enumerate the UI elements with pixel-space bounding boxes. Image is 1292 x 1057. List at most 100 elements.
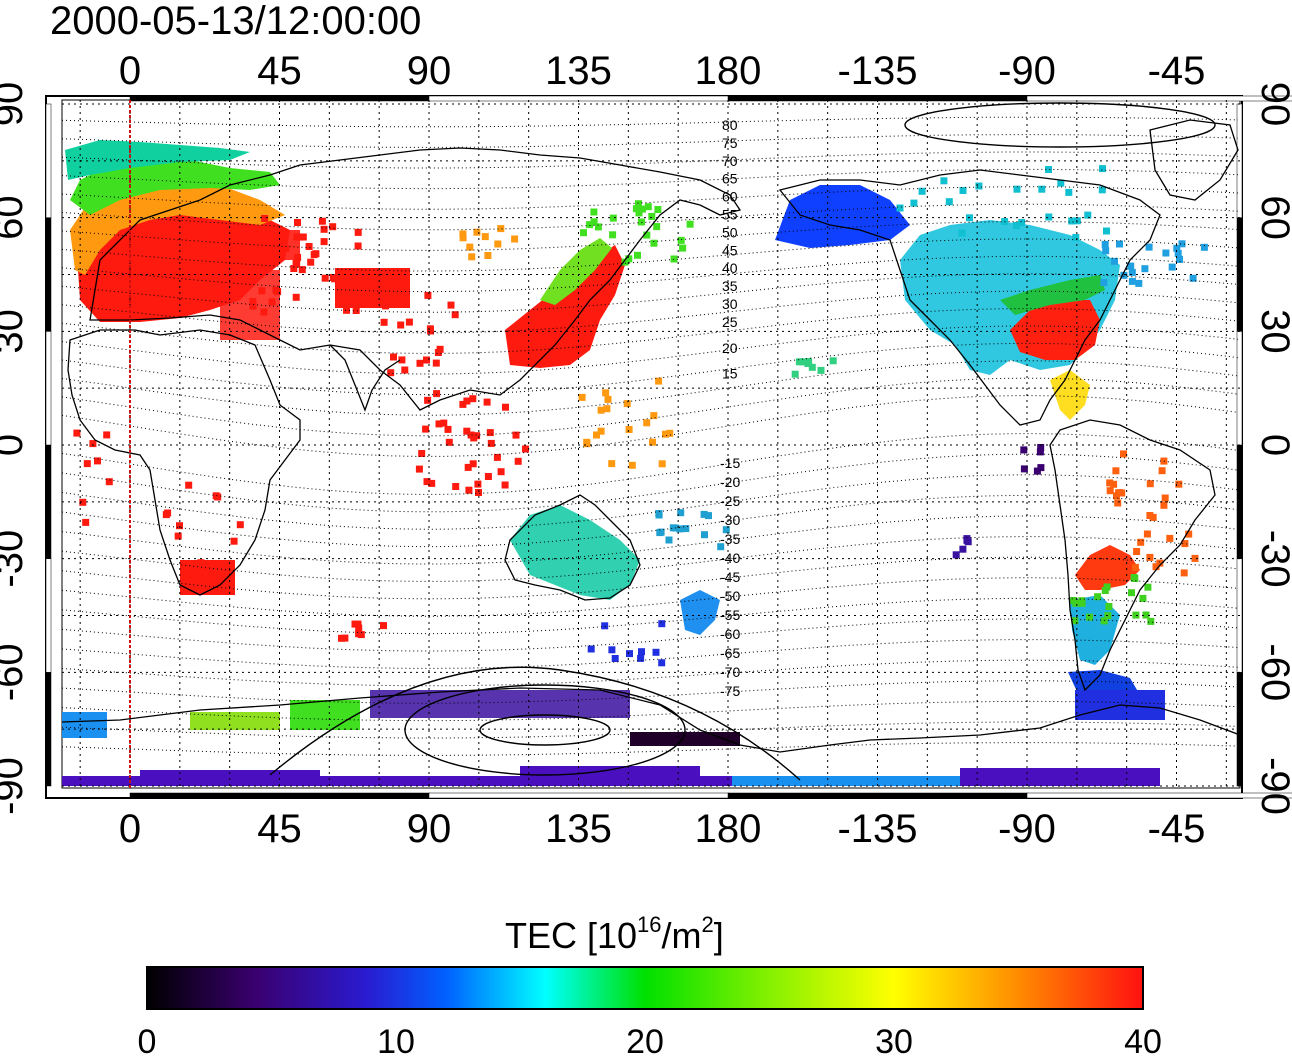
tec-sample — [294, 253, 302, 261]
tec-sample — [1147, 617, 1155, 625]
tec-sample — [475, 489, 482, 496]
tec-sample — [634, 251, 641, 259]
tec-sample — [1084, 211, 1092, 219]
tec-sample — [1102, 247, 1110, 255]
lon-tick-label-bottom: 45 — [257, 807, 302, 851]
tec-sample — [1135, 279, 1143, 287]
tec-sample — [398, 356, 406, 364]
tec-sample — [1101, 240, 1109, 248]
contour-line — [62, 742, 1239, 756]
tec-sample — [644, 203, 652, 211]
tec-sample — [1100, 279, 1108, 287]
tec-sample — [597, 406, 605, 414]
tec-sample — [1072, 233, 1080, 241]
contour-label: 60 — [722, 189, 738, 205]
tec-sample — [791, 370, 799, 378]
lon-tick-label-bottom: 135 — [545, 807, 612, 851]
tec-sample — [658, 460, 666, 468]
tec-sample — [677, 509, 685, 517]
contour-label: -75 — [720, 683, 740, 699]
frame-bar-bottom — [727, 792, 1029, 799]
contour-ellipse-middle — [404, 684, 686, 776]
tec-sample — [484, 252, 492, 259]
tec-sample — [386, 291, 394, 299]
contour-label: -30 — [720, 512, 740, 528]
tec-region-pole-strip-4 — [732, 776, 962, 786]
tec-sample — [722, 526, 730, 534]
tec-sample — [1141, 265, 1149, 273]
map-grid — [62, 100, 1240, 788]
tec-sample — [658, 620, 666, 628]
coast-australia — [504, 494, 641, 601]
tec-sample — [705, 512, 712, 520]
tec-sample — [185, 481, 193, 489]
colorbar-title-main: TEC [10 — [505, 915, 637, 956]
tec-sample — [260, 308, 268, 316]
tec-sample — [608, 460, 616, 468]
lat-tick-label-right: 0 — [1253, 434, 1292, 456]
lat-tick-label-left: 90 — [0, 82, 31, 127]
latitude-right-labels: 90 60 30 0 -30 -60 -90 — [1253, 82, 1292, 815]
tec-sample — [593, 431, 600, 439]
tec-sample — [502, 403, 509, 411]
contour-line — [62, 577, 1239, 617]
tec-sample — [1086, 613, 1094, 621]
tec-sample — [609, 231, 617, 239]
tec-sample — [487, 439, 495, 447]
contour-label: -55 — [720, 607, 740, 623]
tec-sample — [481, 233, 489, 241]
contour-line — [62, 168, 1239, 190]
tec-sample — [1133, 548, 1141, 555]
tec-sample — [494, 240, 502, 248]
tec-sample — [665, 536, 673, 544]
lon-tick-label-bottom: 90 — [407, 807, 452, 851]
longitude-bottom-labels: 0 45 90 135 180 -135 -90 -45 — [119, 807, 1206, 851]
tec-sample — [580, 229, 587, 237]
tec-sample — [1100, 617, 1108, 625]
tec-sample — [1166, 534, 1174, 542]
contour-label: -70 — [720, 664, 740, 680]
tec-sample — [245, 251, 253, 259]
tec-sample — [626, 650, 633, 658]
tec-sample — [254, 254, 262, 262]
contour-line — [62, 515, 1239, 565]
frame-bar-left — [45, 558, 52, 673]
tec-sample — [1142, 611, 1150, 619]
tec-sample — [637, 218, 645, 226]
tec-sample — [416, 359, 424, 367]
map-title: 2000-05-13/12:00:00 — [50, 0, 421, 43]
lat-tick-label-left: 60 — [0, 195, 31, 240]
tec-sample — [1116, 240, 1123, 248]
contour-label: 75 — [722, 135, 738, 151]
tec-sample — [1189, 274, 1197, 282]
tec-sample — [1176, 255, 1183, 263]
tec-sample — [635, 209, 643, 217]
tec-sample — [804, 360, 812, 367]
coast-india — [329, 344, 401, 412]
tec-sample — [1131, 563, 1139, 571]
tec-sample — [1137, 538, 1145, 546]
tec-region-south-america — [1075, 545, 1140, 590]
tec-sample — [249, 302, 257, 310]
tec-region-antarctic-coast-1 — [62, 712, 107, 738]
tec-sample — [652, 648, 660, 656]
tec-sample — [1018, 219, 1026, 226]
tec-sample — [423, 356, 430, 364]
tec-sample — [83, 460, 91, 468]
tec-sample — [354, 620, 362, 628]
coast-antarctica — [62, 687, 1240, 753]
tec-sample — [424, 396, 432, 404]
tec-sample — [390, 353, 397, 361]
tec-region-usa-south — [1010, 300, 1100, 360]
lon-tick-label-bottom: 180 — [695, 807, 762, 851]
tec-sample — [609, 214, 617, 222]
tec-sample — [329, 223, 337, 231]
tec-sample — [1146, 480, 1154, 488]
tec-region-scandinavia — [70, 158, 280, 215]
tec-sample — [650, 239, 658, 247]
tec-sample — [282, 245, 290, 252]
colorbar-title-end: ] — [714, 915, 724, 956]
tec-sample — [320, 225, 328, 233]
tec-sample — [1013, 185, 1021, 193]
